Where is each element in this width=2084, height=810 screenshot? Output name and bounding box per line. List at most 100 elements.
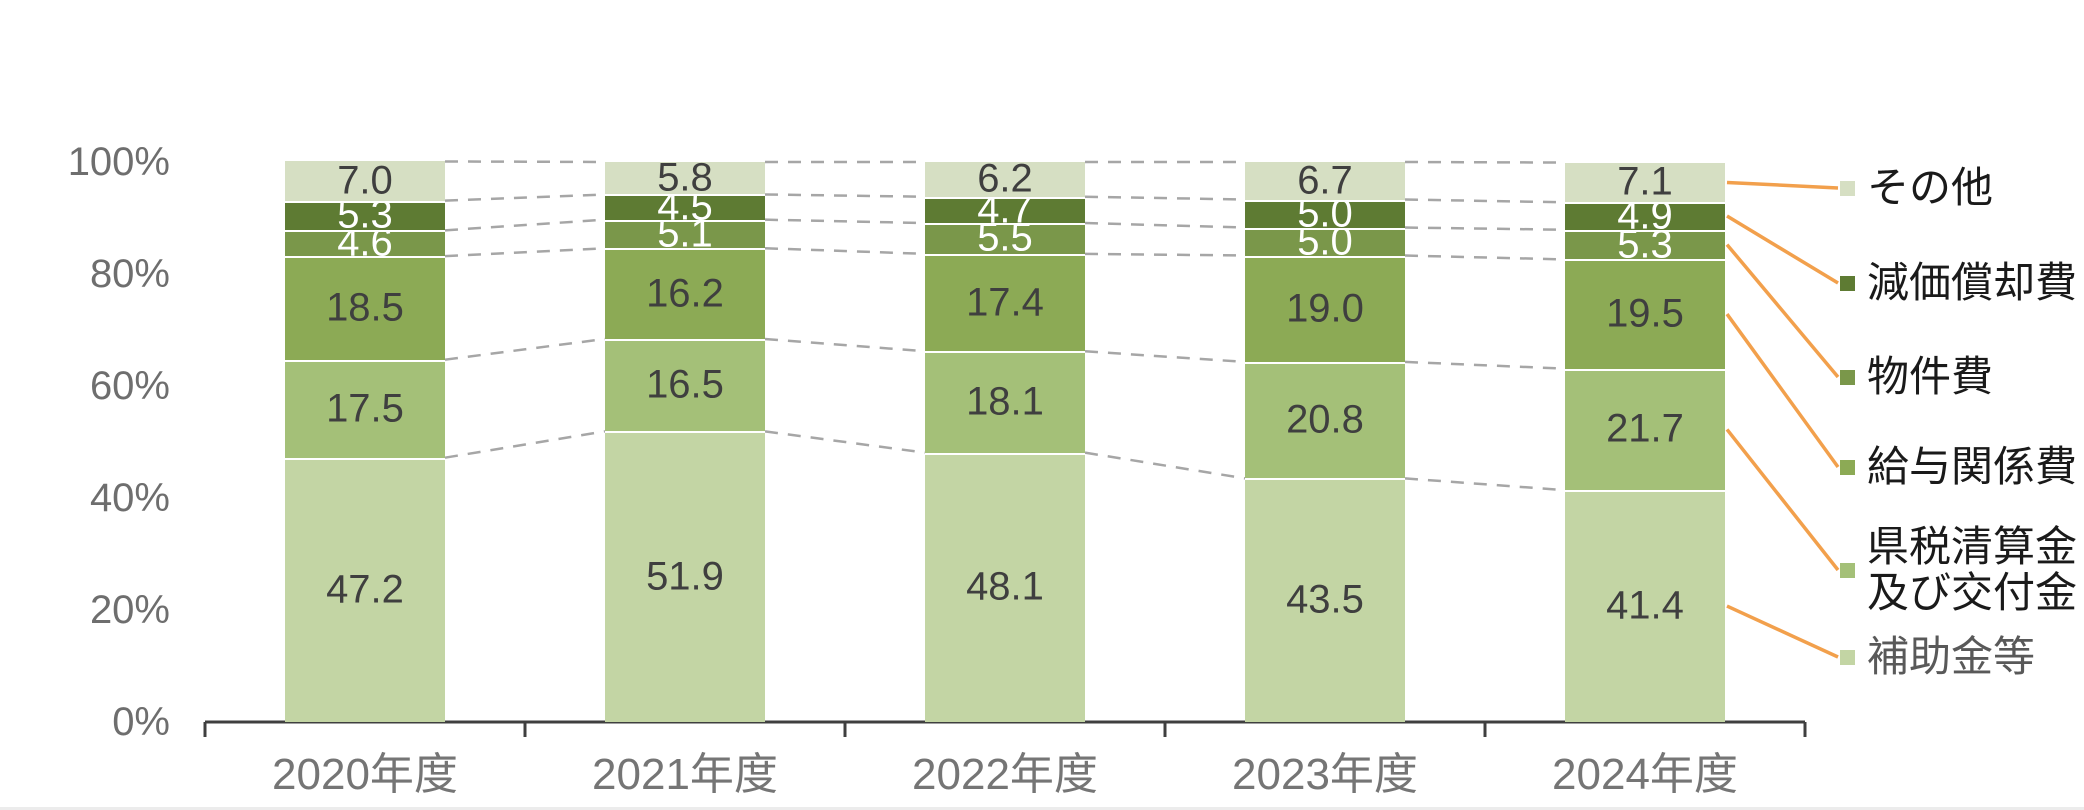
bar-segment-減価償却費	[285, 200, 445, 231]
bar-segment-減価償却費	[605, 194, 765, 220]
legend-swatch-その他	[1840, 180, 1855, 196]
series-connector-dashed-line	[764, 430, 926, 454]
series-connector-dashed-line	[1404, 198, 1566, 204]
legend-label: 減価償却費	[1867, 259, 2078, 306]
legend-item-給与関係費: 給与関係費	[1840, 444, 2077, 490]
value-label: 6.7	[1297, 158, 1353, 203]
series-connector-dashed-line	[1084, 195, 1246, 201]
bar-segment-県税清算金及び交付金	[1565, 368, 1725, 491]
bar-segment-減価償却費	[925, 196, 1085, 224]
x-axis-category-label: 2022年度	[912, 750, 1098, 799]
value-label: 5.5	[977, 215, 1033, 260]
value-label: 20.8	[1286, 397, 1364, 442]
legend-swatch-補助金等	[1840, 649, 1855, 665]
bar-segment-物件費	[925, 223, 1085, 254]
bar-segment-減価償却費	[1245, 199, 1405, 228]
series-connector-dashed-line	[764, 337, 926, 353]
y-axis-tick-label: 80%	[89, 252, 170, 296]
bar-segment-その他	[1565, 162, 1725, 203]
bar-segment-その他	[285, 161, 445, 201]
y-axis-tick-label: 0%	[112, 700, 170, 744]
bar-segment-県税清算金及び交付金	[285, 359, 445, 458]
value-label: 18.1	[966, 379, 1044, 424]
legend-leader-line	[1725, 313, 1840, 469]
y-axis-tick-label: 40%	[89, 476, 170, 520]
value-label: 21.7	[1606, 406, 1684, 451]
value-label: 41.4	[1606, 583, 1684, 628]
bar-segment-県税清算金及び交付金	[925, 351, 1085, 453]
series-connector-dashed-line	[1084, 451, 1246, 480]
series-connector-dashed-line	[444, 337, 606, 361]
value-label: 17.5	[326, 386, 404, 431]
value-label: 19.5	[1606, 291, 1684, 336]
legend-item-県税清算金及び交付金: 県税清算金 及び交付金	[1840, 524, 2077, 616]
bar-segment-その他	[1245, 162, 1405, 200]
y-axis-tick-label: 100%	[67, 140, 170, 184]
legend-item-補助金等: 補助金等	[1840, 634, 2035, 680]
legend-leader-line	[1726, 214, 1839, 285]
screenshot-bottom-edge	[0, 807, 2084, 810]
series-connector-dashed-line	[1084, 221, 1246, 229]
legend-swatch-減価償却費	[1840, 275, 1855, 291]
x-axis-category-label: 2021年度	[592, 750, 778, 799]
series-connector-dashed-line	[1404, 477, 1566, 492]
bar-segment-補助金等	[1245, 478, 1405, 722]
legend-item-減価償却費: 減価償却費	[1840, 260, 2077, 306]
bar-segment-物件費	[605, 219, 765, 249]
bar-segment-給与関係費	[1565, 259, 1725, 369]
series-connector-dashed-line	[444, 160, 606, 164]
series-connector-dashed-line	[444, 430, 606, 459]
bar-segment-給与関係費	[925, 253, 1085, 352]
x-axis-category-label: 2024年度	[1552, 750, 1738, 799]
bar-segment-物件費	[1245, 227, 1405, 256]
value-label: 16.5	[646, 362, 724, 407]
value-label: 18.5	[326, 285, 404, 330]
legend-item-その他: その他	[1840, 165, 1993, 211]
x-axis-category-label: 2023年度	[1232, 750, 1418, 799]
series-connector-dashed-line	[764, 218, 926, 225]
legend-label: その他	[1867, 164, 1994, 211]
legend-item-物件費: 物件費	[1840, 354, 1993, 400]
bar-segment-その他	[925, 162, 1085, 197]
bar-segment-補助金等	[285, 457, 445, 722]
series-connector-dashed-line	[1404, 360, 1566, 370]
bar-segment-県税清算金及び交付金	[1245, 361, 1405, 479]
value-label: 7.1	[1617, 159, 1673, 204]
legend-label: 補助金等	[1867, 633, 2036, 680]
legend-label: 給与関係費	[1867, 443, 2078, 490]
series-connector-dashed-line	[444, 246, 606, 258]
y-axis-tick-label: 60%	[89, 364, 170, 408]
bar-segment-補助金等	[1565, 490, 1725, 722]
value-label: 5.8	[657, 155, 713, 200]
legend-swatch-給与関係費	[1840, 459, 1855, 475]
value-label: 17.4	[966, 280, 1044, 325]
legend-leader-line	[1726, 604, 1839, 659]
series-connector-dashed-line	[1404, 160, 1566, 164]
bar-segment-給与関係費	[605, 248, 765, 339]
bar-segment-補助金等	[925, 452, 1085, 722]
bar-segment-県税清算金及び交付金	[605, 338, 765, 432]
bar-segment-給与関係費	[285, 256, 445, 360]
x-axis-category-label: 2020年度	[272, 750, 458, 799]
legend-label: 県税清算金 及び交付金	[1867, 523, 2078, 616]
bar-segment-物件費	[285, 230, 445, 257]
legend-swatch-県税清算金及び交付金	[1840, 562, 1855, 578]
y-axis-tick-label: 20%	[89, 588, 170, 632]
bar-segment-物件費	[1565, 229, 1725, 260]
bar-segment-給与関係費	[1245, 255, 1405, 362]
value-label: 7.0	[337, 158, 393, 203]
value-label: 6.2	[977, 156, 1033, 201]
bar-segment-補助金等	[605, 431, 765, 722]
series-connector-dashed-line	[1084, 252, 1246, 257]
legend-leader-line	[1725, 428, 1840, 572]
bar-segment-減価償却費	[1565, 202, 1725, 230]
series-connector-dashed-line	[444, 193, 606, 202]
value-label: 48.1	[966, 564, 1044, 609]
value-label: 19.0	[1286, 286, 1364, 331]
legend-leader-line	[1725, 243, 1840, 379]
series-connector-dashed-line	[444, 218, 606, 232]
value-label: 47.2	[326, 567, 404, 612]
series-connector-dashed-line	[764, 193, 926, 198]
series-connector-dashed-line	[764, 246, 926, 256]
